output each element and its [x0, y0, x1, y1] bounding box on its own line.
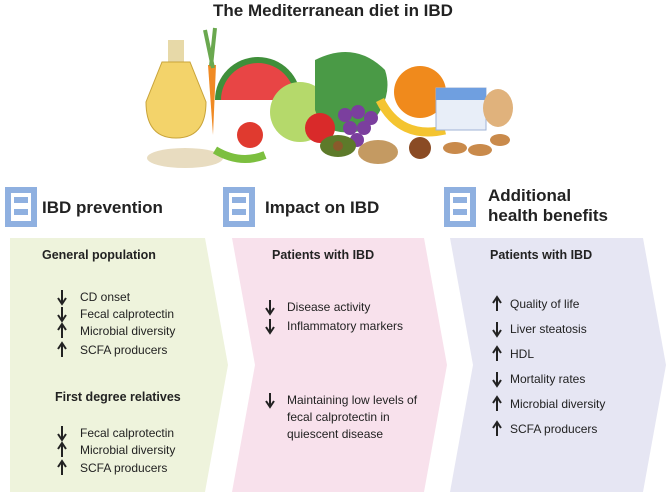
item: Inflammatory markers — [287, 319, 404, 333]
item: Fecal calprotectin — [80, 307, 175, 321]
group-label: General population — [42, 248, 156, 262]
arrow — [57, 290, 67, 306]
item: HDL — [510, 347, 535, 361]
arrow — [57, 341, 67, 357]
arrow — [492, 345, 502, 361]
item: Liver steatosis — [510, 322, 587, 336]
panel — [450, 238, 666, 492]
arrow — [265, 300, 275, 316]
group-label: Patients with IBD — [272, 248, 375, 262]
item: Microbial diversity — [80, 443, 176, 457]
title: The Mediterranean diet in IBD — [213, 1, 453, 20]
food-illustration — [145, 27, 513, 168]
item: CD onset — [80, 290, 131, 304]
item: Microbial diversity — [80, 324, 176, 338]
arrow — [265, 393, 275, 409]
arrow — [57, 322, 67, 338]
arrow — [492, 372, 502, 388]
item: SCFA producers — [510, 422, 598, 436]
item: Mortality rates — [510, 372, 586, 386]
arrow — [57, 441, 67, 457]
arrow — [265, 319, 275, 335]
group-label: Patients with IBD — [490, 248, 593, 262]
item: Microbial diversity — [510, 397, 606, 411]
item: Disease activity — [287, 300, 371, 314]
arrow — [57, 426, 67, 442]
column-heading: Impact on IBD — [265, 198, 380, 217]
item: Quality of life — [510, 297, 580, 311]
arrow — [57, 459, 67, 475]
item: SCFA producers — [80, 461, 168, 475]
column-heading: IBD prevention — [42, 198, 163, 217]
arrow — [57, 307, 67, 323]
arrow — [492, 395, 502, 411]
arrow — [492, 420, 502, 436]
arrow — [492, 295, 502, 311]
arrow — [492, 322, 502, 338]
panel — [232, 238, 447, 492]
item: Fecal calprotectin — [80, 426, 175, 440]
intestine-icon — [5, 187, 476, 227]
group-label: First degree relatives — [55, 390, 181, 404]
item: SCFA producers — [80, 343, 168, 357]
column-heading: Additional health benefits — [488, 186, 608, 225]
item: Maintaining low levels of fecal calprote… — [287, 393, 418, 441]
